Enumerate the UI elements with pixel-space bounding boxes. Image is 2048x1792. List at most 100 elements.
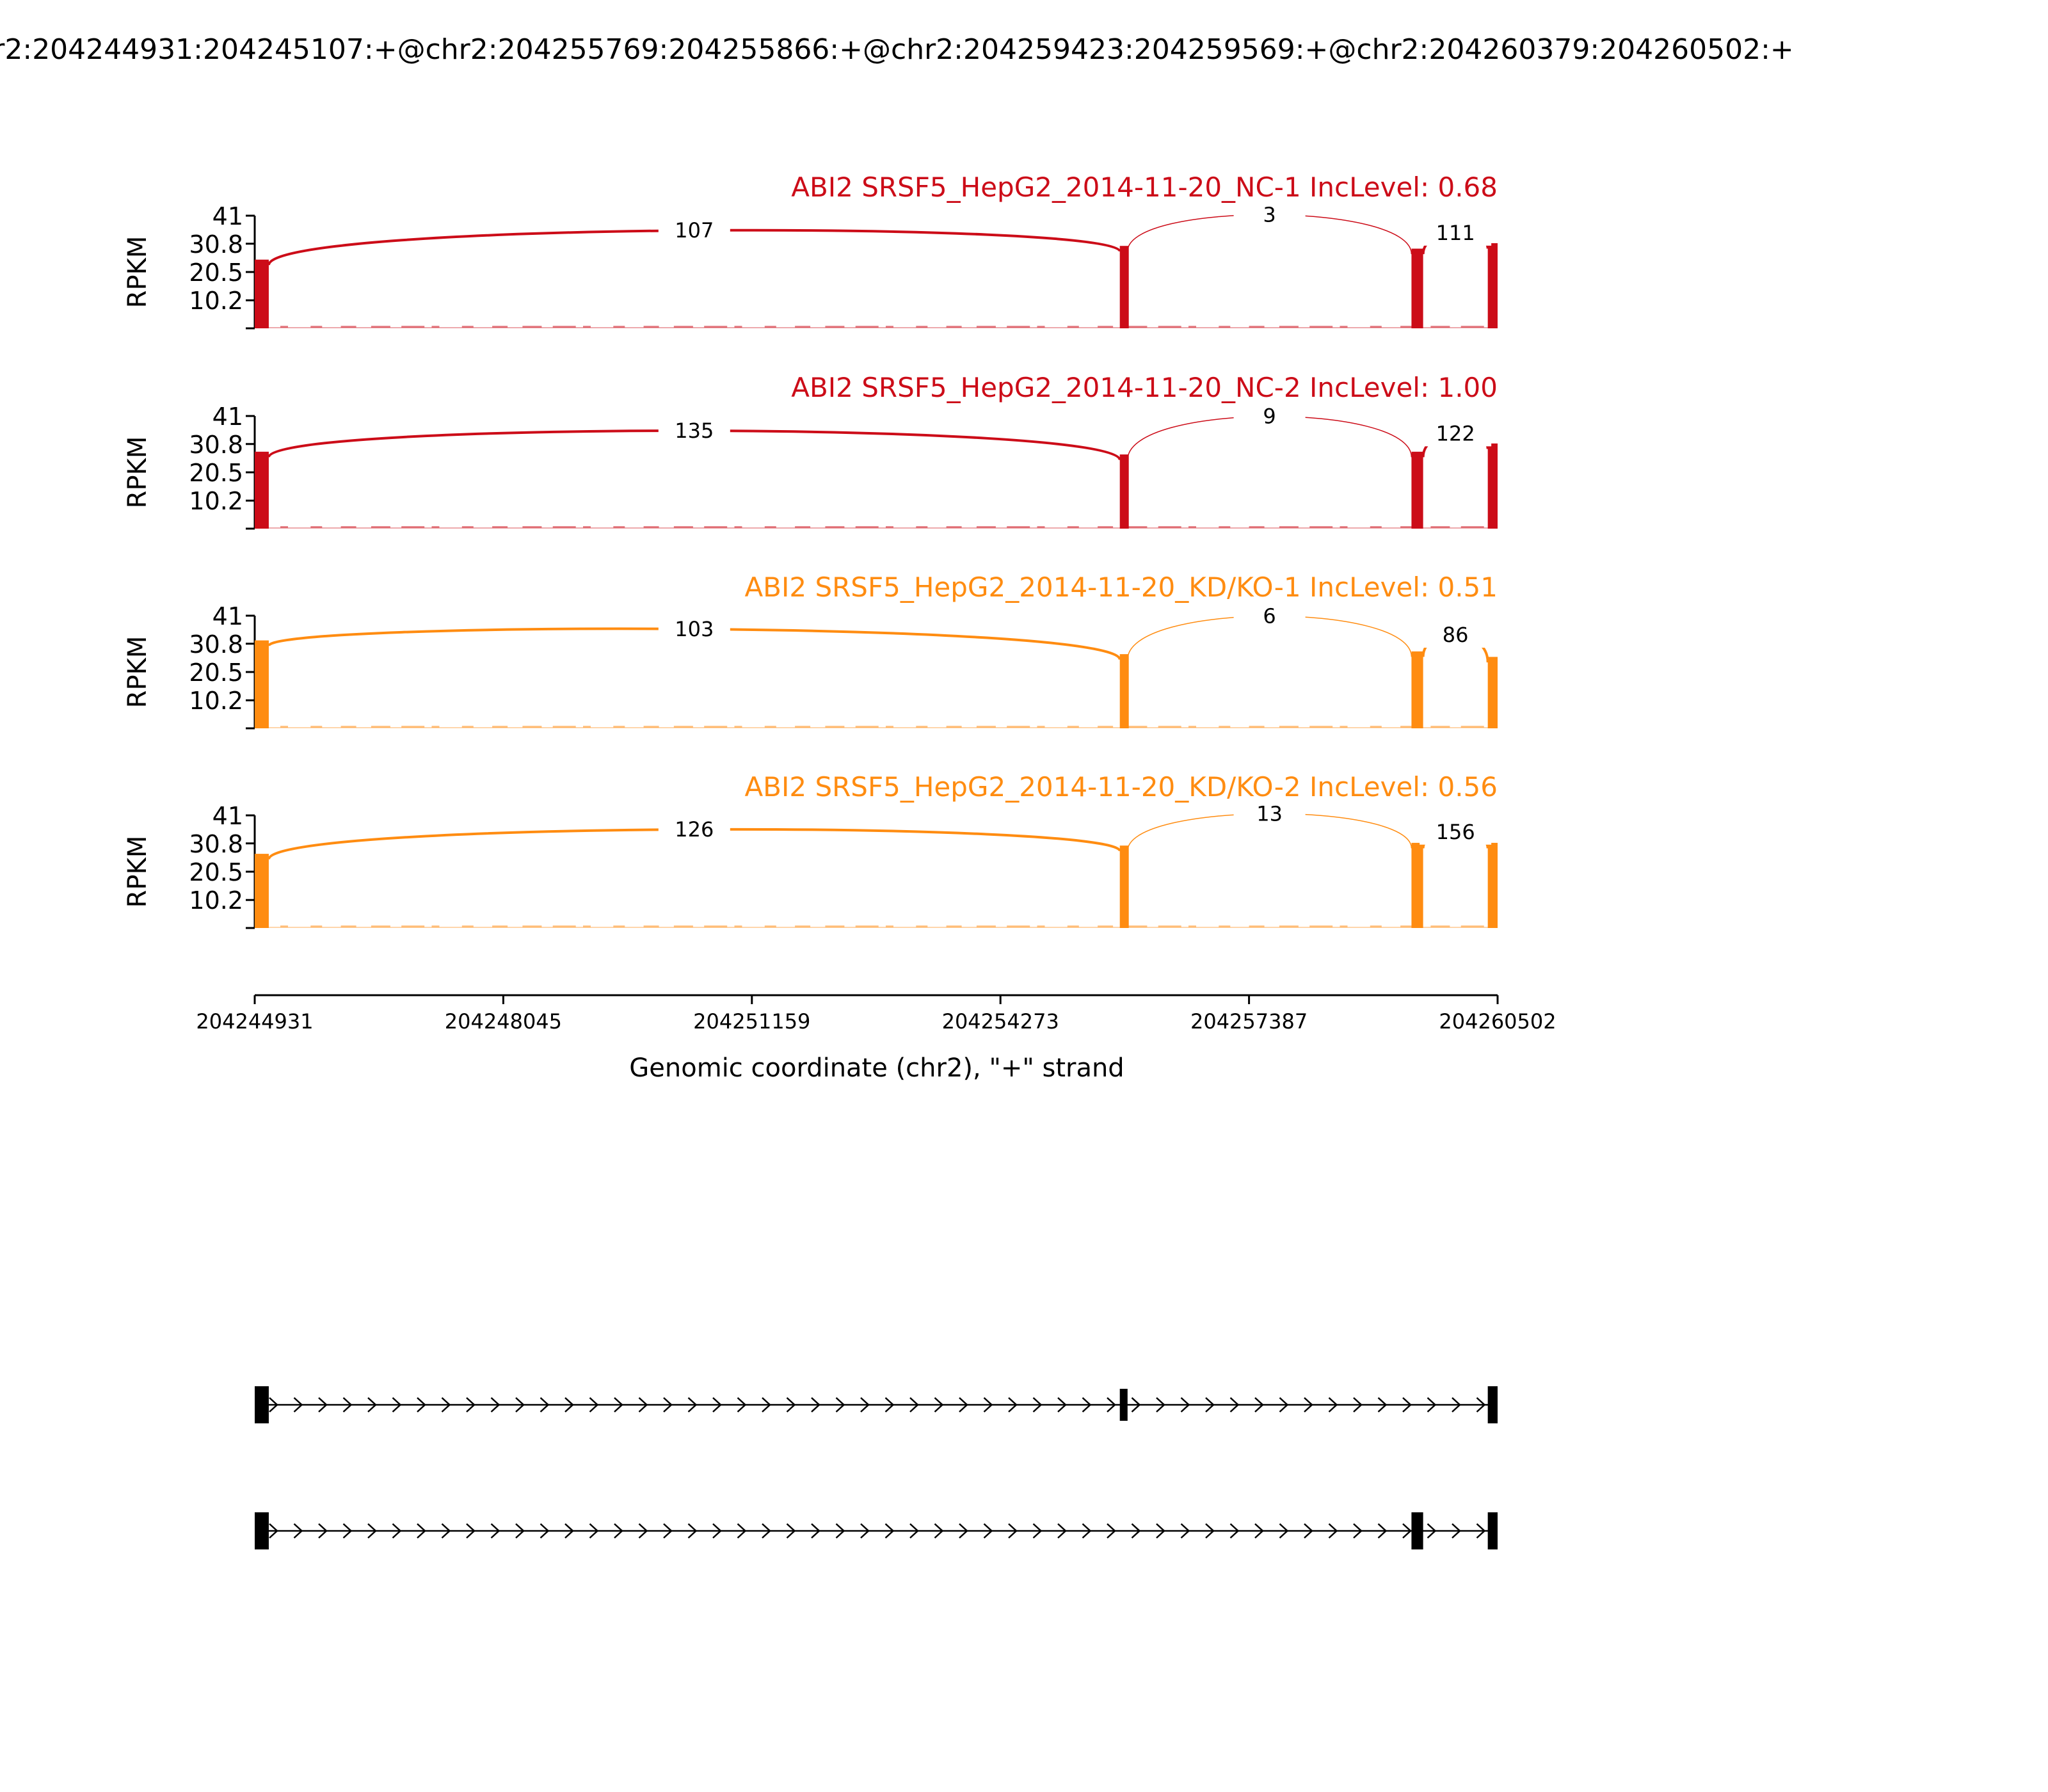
intron-coverage	[734, 925, 742, 927]
intron-coverage	[795, 326, 811, 328]
strand-arrow	[1032, 1397, 1043, 1412]
intron-coverage	[1067, 326, 1079, 328]
intron-coverage	[1158, 925, 1181, 927]
intron-coverage	[280, 326, 288, 328]
exon-coverage-bar	[1411, 842, 1423, 928]
intron-coverage	[1340, 726, 1348, 728]
intron-coverage	[401, 526, 425, 528]
intron-coverage	[886, 526, 893, 528]
y-tick-label: 41	[212, 602, 243, 630]
x-tick-label: 204260502	[1439, 1009, 1556, 1034]
intron-coverage	[1340, 526, 1348, 528]
strand-arrow	[564, 1397, 574, 1412]
y-tick-label: 10.2	[189, 487, 243, 515]
intron-coverage	[613, 326, 625, 328]
strand-arrow	[466, 1397, 476, 1412]
intron-coverage	[613, 925, 625, 927]
exon-coverage-bar	[255, 854, 269, 928]
strand-arrow	[860, 1397, 870, 1412]
strand-arrow	[712, 1397, 722, 1412]
strand-arrow	[589, 1523, 599, 1539]
y-tick-label: 30.8	[189, 431, 243, 459]
y-axis-label: RPKM	[123, 236, 152, 308]
strand-arrow	[269, 1397, 278, 1412]
intron-coverage	[340, 925, 356, 927]
intron-coverage	[795, 726, 811, 728]
intron-coverage	[552, 326, 576, 328]
intron-coverage	[1007, 326, 1030, 328]
junction-count-label: 156	[1436, 820, 1475, 844]
strand-arrow	[318, 1397, 328, 1412]
intron-coverage	[1188, 526, 1196, 528]
exon-coverage-bar	[1119, 246, 1129, 328]
exon-coverage-bar	[1411, 651, 1423, 728]
intron-coverage	[431, 925, 440, 927]
junction-count-label: 86	[1443, 623, 1469, 647]
intron-coverage	[1158, 726, 1181, 728]
x-axis: 204244931 204248045 204251159 204254273 2042…	[196, 994, 1556, 1034]
junction-count-label: 126	[675, 817, 714, 842]
intron-coverage	[461, 925, 474, 927]
strand-arrow	[1279, 1523, 1289, 1539]
strand-arrow	[835, 1523, 845, 1539]
intron-coverage	[522, 326, 542, 328]
intron-coverage	[1007, 526, 1030, 528]
intron-coverage	[310, 726, 323, 728]
strand-arrow	[786, 1523, 796, 1539]
exon-coverage-bar	[1487, 657, 1498, 728]
strand-arrow	[762, 1523, 771, 1539]
intron-coverage	[1279, 326, 1299, 328]
strand-arrow	[663, 1523, 673, 1539]
intron-coverage	[1279, 925, 1299, 927]
intron-coverage	[825, 326, 845, 328]
strand-arrow	[1279, 1397, 1289, 1412]
intron-coverage	[643, 526, 659, 528]
exon-coverage-bar	[1411, 451, 1423, 529]
intron-coverage	[492, 925, 508, 927]
strand-arrow	[860, 1523, 870, 1539]
intron-coverage	[1400, 526, 1416, 528]
intron-coverage	[825, 526, 845, 528]
junction-count-box	[1420, 220, 1492, 246]
intron-coverage	[1158, 526, 1181, 528]
strand-arrow	[687, 1523, 698, 1539]
junction-count-label: 111	[1436, 221, 1475, 245]
intron-coverage	[431, 326, 440, 328]
strand-arrow	[737, 1523, 747, 1539]
y-tick-label: 10.2	[189, 687, 243, 715]
x-tick-label: 204254273	[942, 1009, 1059, 1034]
exon-coverage-bar	[255, 451, 269, 529]
intron-coverage	[916, 726, 928, 728]
intron-coverage	[825, 925, 845, 927]
intron-coverage	[613, 526, 625, 528]
intron-coverage	[1279, 726, 1299, 728]
intron-coverage	[522, 526, 542, 528]
strand-arrow	[540, 1397, 550, 1412]
strand-arrow	[1032, 1523, 1043, 1539]
intron-coverage	[371, 526, 390, 528]
intron-coverage	[855, 726, 879, 728]
junction-count-label: 6	[1263, 604, 1276, 628]
intron-coverage	[1249, 925, 1265, 927]
intron-coverage	[795, 925, 811, 927]
intron-coverage	[1430, 726, 1450, 728]
y-tick-label: 20.5	[189, 259, 243, 287]
strand-arrow	[1254, 1523, 1264, 1539]
intron-coverage	[1340, 326, 1348, 328]
strand-arrow	[1180, 1397, 1190, 1412]
intron-coverage	[795, 526, 811, 528]
intron-coverage	[1188, 326, 1196, 328]
y-tick-label: 30.8	[189, 630, 243, 659]
y-axis-label: RPKM	[123, 836, 152, 908]
intron-coverage	[704, 326, 728, 328]
intron-coverage	[583, 526, 591, 528]
strand-arrow	[392, 1397, 402, 1412]
intron-coverage	[492, 326, 508, 328]
strand-arrow	[1008, 1397, 1018, 1412]
intron-coverage	[1219, 526, 1231, 528]
strand-arrow	[1427, 1397, 1437, 1412]
strand-arrow	[638, 1523, 648, 1539]
